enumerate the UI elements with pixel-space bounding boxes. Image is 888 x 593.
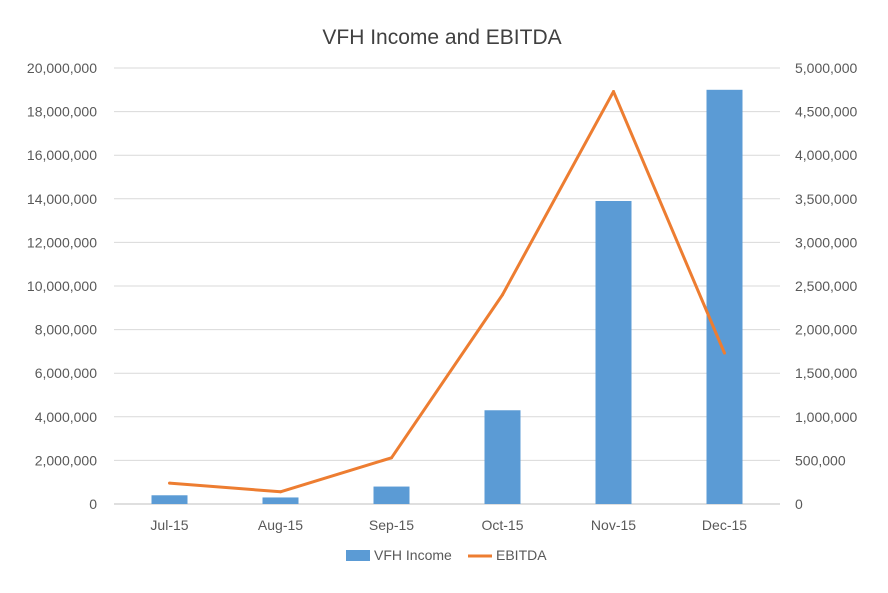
right-tick-label: 3,000,000: [795, 234, 857, 250]
gridlines: [114, 67, 780, 505]
bar: [595, 200, 632, 505]
left-axis: 0 2,000,000 4,000,000 6,000,000 8,000,000 10,…: [27, 60, 97, 512]
ebitda-line: [169, 90, 726, 494]
chart-title: VFH Income and EBITDA: [322, 26, 561, 49]
x-tick-label: Oct-15: [481, 517, 523, 533]
x-tick-label: Dec-15: [702, 517, 747, 533]
bar: [484, 410, 521, 504]
legend-swatch-bar: [346, 550, 370, 561]
right-tick-label: 500,000: [795, 452, 846, 468]
bar: [373, 486, 410, 504]
left-tick-label: 4,000,000: [35, 409, 97, 425]
line-point: [723, 351, 726, 355]
x-axis: Jul-15 Aug-15 Sep-15 Oct-15 Nov-15 Dec-15: [150, 517, 747, 533]
legend: VFH Income EBITDA: [346, 547, 547, 563]
left-tick-label: 20,000,000: [27, 60, 97, 76]
bar: [151, 495, 188, 504]
right-tick-label: 3,500,000: [795, 191, 857, 207]
left-tick-label: 10,000,000: [27, 278, 97, 294]
right-tick-label: 4,000,000: [795, 147, 857, 163]
line-point: [279, 490, 282, 494]
line-point: [390, 456, 393, 460]
legend-label-line: EBITDA: [496, 547, 547, 563]
x-tick-label: Sep-15: [369, 517, 414, 533]
left-tick-label: 2,000,000: [35, 452, 97, 468]
right-tick-label: 4,500,000: [795, 104, 857, 120]
line-point: [501, 293, 504, 297]
left-tick-label: 14,000,000: [27, 191, 97, 207]
legend-label-bar: VFH Income: [374, 547, 452, 563]
right-tick-label: 2,500,000: [795, 278, 857, 294]
left-tick-label: 12,000,000: [27, 234, 97, 250]
line-point: [168, 481, 171, 485]
bar: [706, 89, 743, 505]
right-tick-label: 0: [795, 496, 803, 512]
x-tick-label: Nov-15: [591, 517, 636, 533]
right-tick-label: 2,000,000: [795, 322, 857, 338]
right-tick-label: 5,000,000: [795, 60, 857, 76]
left-tick-label: 0: [89, 496, 97, 512]
bar: [262, 497, 299, 504]
left-tick-label: 18,000,000: [27, 104, 97, 120]
left-tick-label: 6,000,000: [35, 365, 97, 381]
right-axis: 0 500,000 1,000,000 1,500,000 2,000,000 2,500…: [795, 60, 857, 512]
bar-series: [151, 89, 743, 505]
left-tick-label: 8,000,000: [35, 322, 97, 338]
x-tick-label: Jul-15: [150, 517, 188, 533]
line-point: [612, 90, 615, 94]
right-tick-label: 1,000,000: [795, 409, 857, 425]
line-series: [168, 90, 726, 494]
x-tick-label: Aug-15: [258, 517, 303, 533]
left-tick-label: 16,000,000: [27, 147, 97, 163]
right-tick-label: 1,500,000: [795, 365, 857, 381]
